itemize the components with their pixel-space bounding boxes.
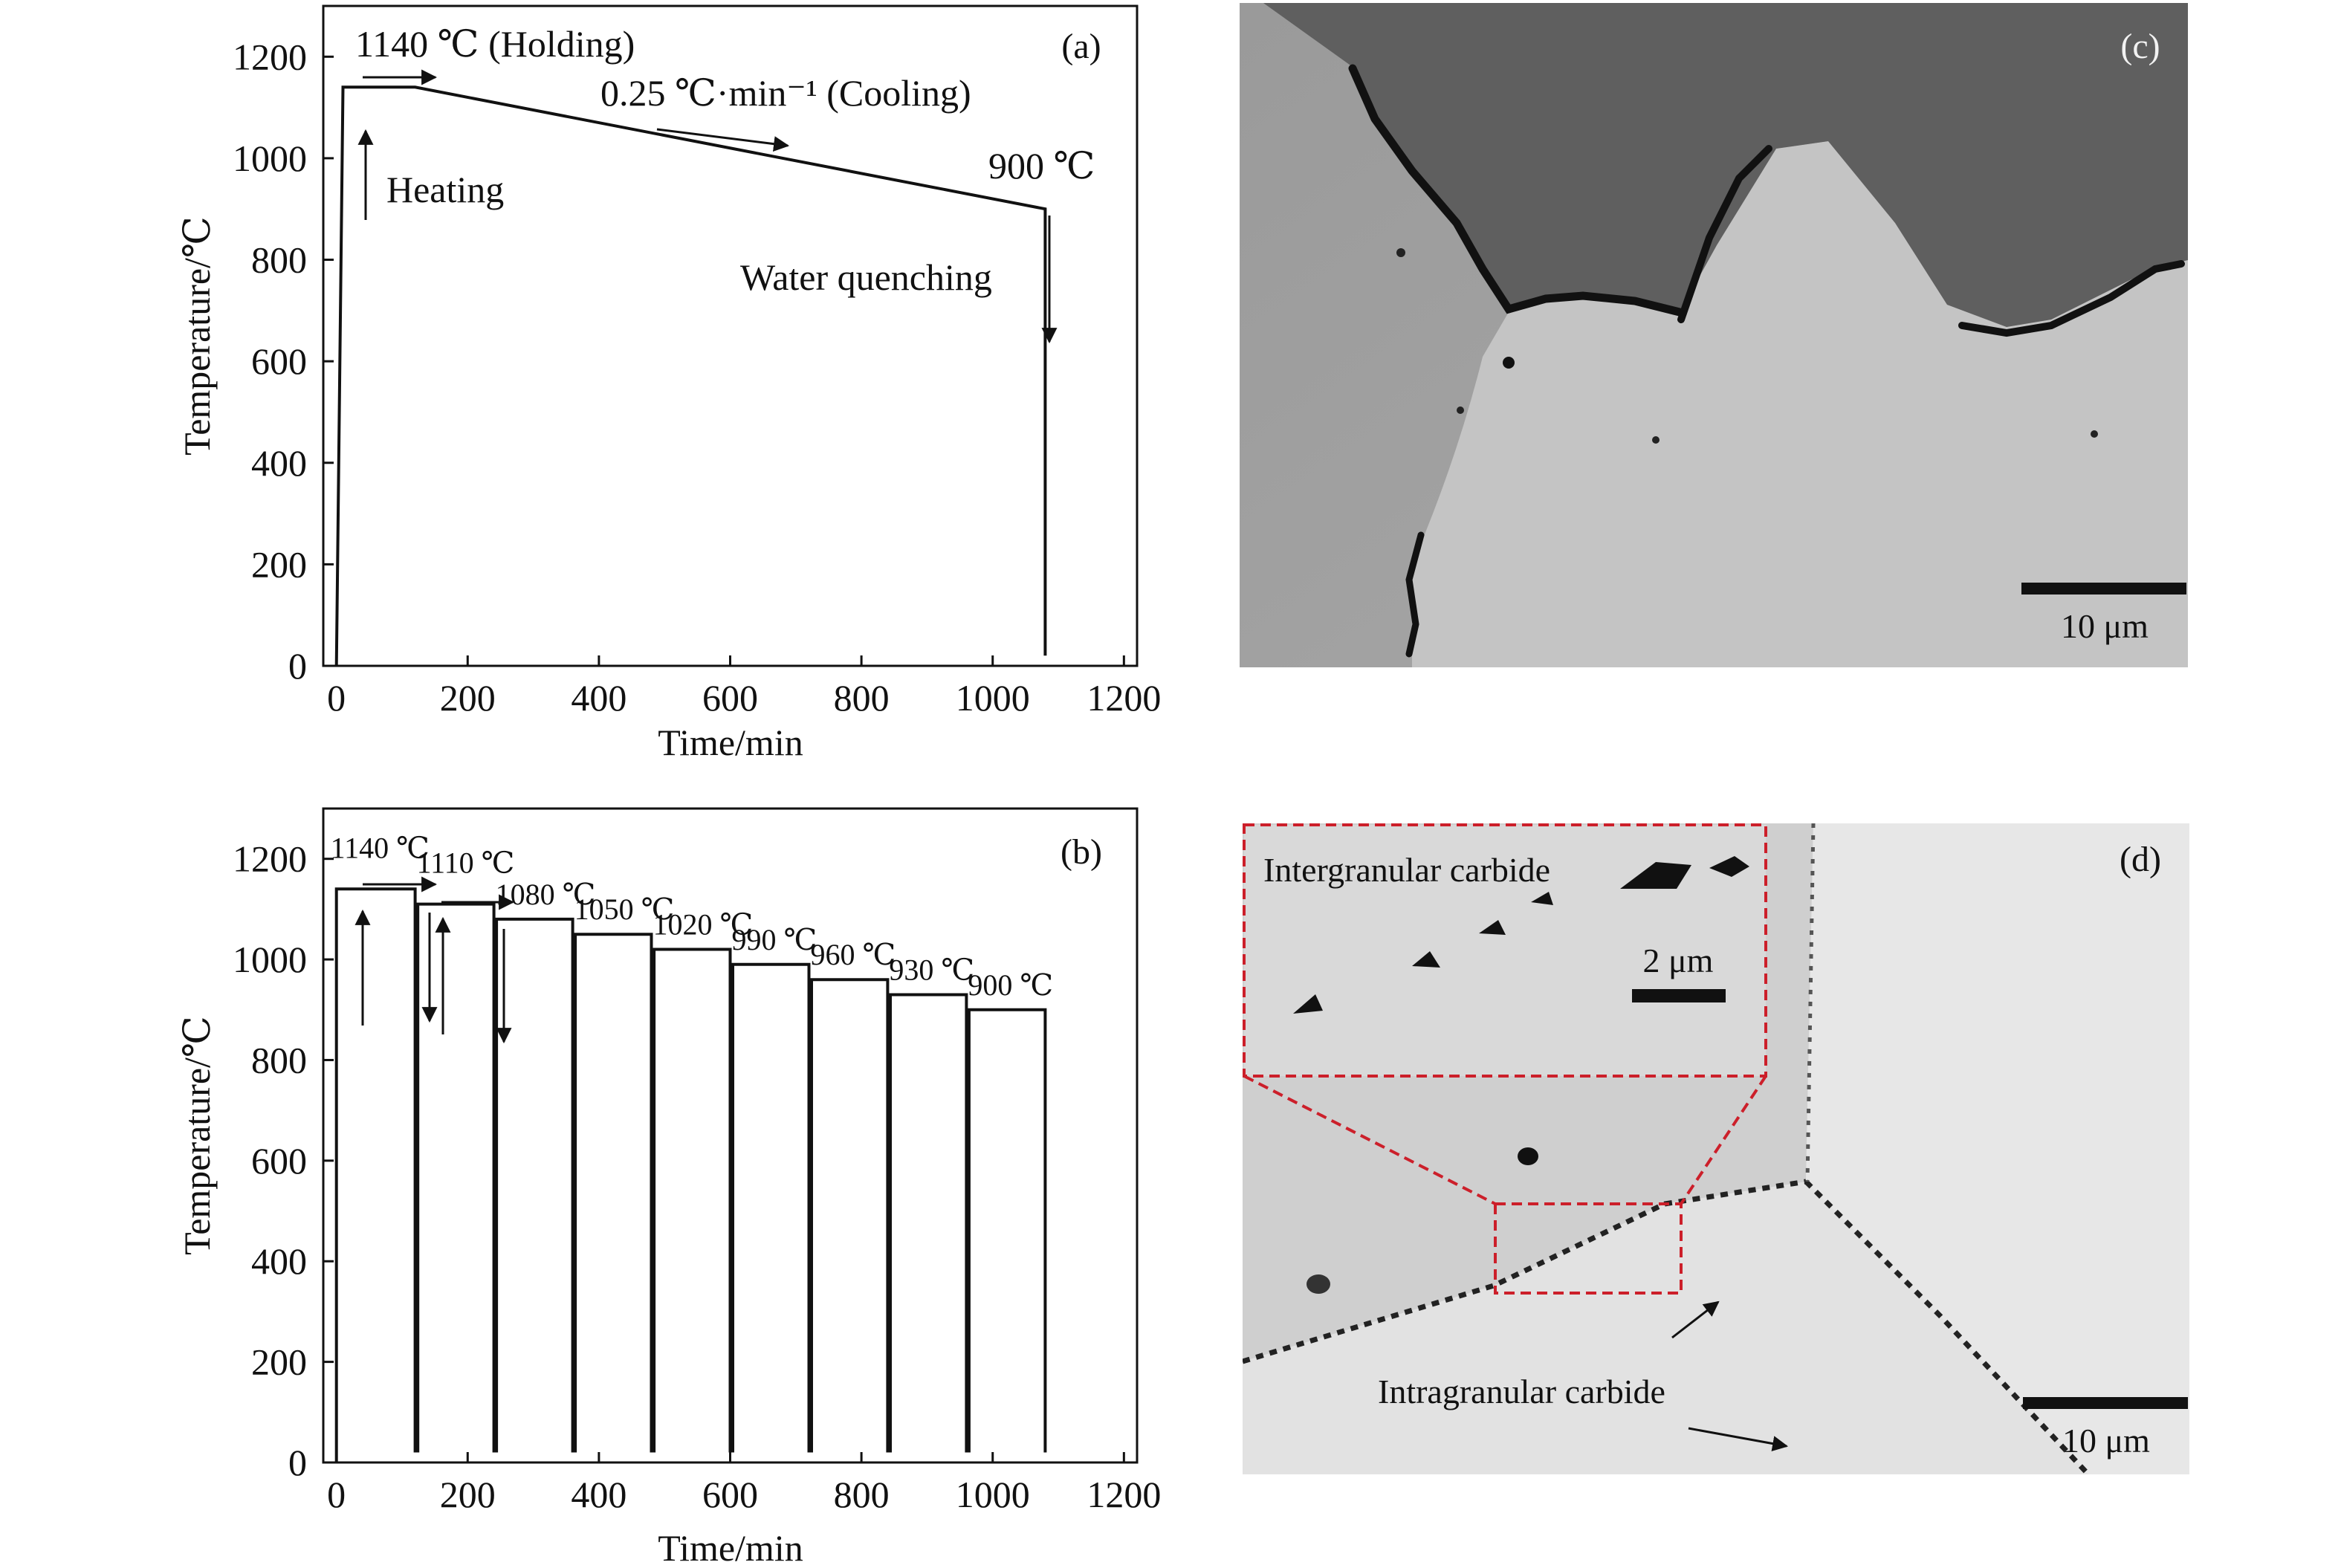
step-label: 900 ℃ bbox=[968, 968, 1053, 1002]
annotation-quench: Water quenching bbox=[740, 256, 992, 298]
x-tick-label-0: 400 bbox=[571, 677, 626, 719]
precipitate-c-5 bbox=[2091, 430, 2098, 438]
x-axis-b: 0 200 400 600 800 1000 1200 bbox=[327, 1452, 1161, 1515]
panel-label-c: (c) bbox=[2120, 27, 2160, 66]
step-label: 1020 ℃ bbox=[653, 908, 754, 942]
chart-b: 0 200 400 600 800 1000 1200 0 200 400 600 800 1000 1… bbox=[176, 807, 1161, 1568]
step-label: 1110 ℃ bbox=[417, 846, 515, 880]
inset-title: Intergranular carbide bbox=[1263, 851, 1550, 889]
boundary-d-2 bbox=[1804, 1179, 2091, 1474]
zoom-region bbox=[1494, 1202, 1683, 1295]
panel-label-b: (b) bbox=[1061, 832, 1102, 872]
y-tick-label-1: 400 bbox=[251, 1240, 307, 1282]
x-tick-label-1: 800 bbox=[834, 1474, 890, 1515]
y-axis-b: 0 200 400 600 800 1000 1200 bbox=[233, 838, 334, 1483]
annotation-cooling: 0.25 ℃·min⁻¹ (Cooling) bbox=[600, 72, 971, 114]
y-tick-label-0: 600 bbox=[251, 340, 307, 382]
grain-d-right bbox=[1806, 823, 2189, 1474]
boundary-d-3 bbox=[1805, 823, 1816, 1182]
zoom-line-left bbox=[1243, 1075, 1496, 1205]
x-tick-label-0: 600 bbox=[702, 677, 758, 719]
precipitate-c-4 bbox=[1652, 436, 1660, 444]
precipitate-d-1 bbox=[1518, 1147, 1538, 1165]
scale-bar-d bbox=[2023, 1397, 2188, 1409]
x-tick-label-1: 1200 bbox=[1087, 1474, 1161, 1515]
y-tick-label-0: 400 bbox=[251, 442, 307, 484]
cooling-arrow bbox=[656, 128, 790, 152]
step-label: 930 ℃ bbox=[889, 953, 974, 986]
x-tick-label-1: 200 bbox=[440, 1474, 496, 1515]
precipitate-c-1 bbox=[1503, 357, 1515, 369]
panel-label-a: (a) bbox=[1061, 27, 1101, 66]
intragranular-arrow-2 bbox=[1688, 1427, 1789, 1451]
inset-scale-label: 2 μm bbox=[1643, 942, 1714, 979]
boundary-d-1 bbox=[1243, 1179, 1807, 1364]
y-tick-label-1: 1200 bbox=[233, 838, 307, 880]
precipitate-d-2 bbox=[1307, 1274, 1330, 1294]
zoom-line-right bbox=[1680, 1075, 1767, 1205]
y-tick-label-1: 800 bbox=[251, 1039, 307, 1081]
y-tick-label-1: 0 bbox=[288, 1442, 307, 1483]
x-tick-label-0: 800 bbox=[834, 677, 890, 719]
x-axis-a: 0 200 400 600 800 1000 1200 bbox=[327, 655, 1161, 719]
y-tick-label-1: 1000 bbox=[233, 939, 307, 980]
step-label: 1140 ℃ bbox=[331, 831, 430, 864]
scale-label-c: 10 μm bbox=[2061, 607, 2149, 645]
micrograph-c: (c) 10 μm bbox=[1240, 3, 2188, 667]
x-axis-label-a: Time/min bbox=[658, 722, 803, 763]
y-tick-label-1: 200 bbox=[251, 1341, 307, 1383]
chart-a: 0 200 400 600 800 1000 1200 0 200 400 600 800 1000 1… bbox=[176, 4, 1161, 763]
intragranular-label: Intragranular carbide bbox=[1378, 1373, 1665, 1410]
x-tick-label-0: 1200 bbox=[1087, 677, 1161, 719]
carbide-left-c bbox=[1405, 531, 1425, 658]
y-tick-label-0: 800 bbox=[251, 239, 307, 281]
series-line-a bbox=[334, 85, 1047, 667]
x-axis-label-b: Time/min bbox=[658, 1527, 803, 1568]
micrograph-d: Intergranular carbide 2 μm (d) Intragran… bbox=[1243, 823, 2189, 1474]
precipitate-c-3 bbox=[1457, 406, 1464, 414]
annotation-heating: Heating bbox=[386, 169, 504, 210]
intragranular-arrow-1 bbox=[1671, 1300, 1720, 1339]
y-axis-a: 0 200 400 600 800 1000 1200 bbox=[233, 36, 334, 687]
y-tick-label-1: 600 bbox=[251, 1140, 307, 1182]
x-tick-label-1: 400 bbox=[571, 1474, 626, 1515]
scale-bar-c bbox=[2021, 583, 2186, 595]
precipitate-c-2 bbox=[1396, 248, 1405, 257]
y-tick-label-0: 1000 bbox=[233, 137, 307, 179]
x-tick-label-0: 200 bbox=[440, 677, 496, 719]
y-axis-label-b: Temperature/℃ bbox=[176, 1016, 218, 1255]
panel-label-d: (d) bbox=[2120, 840, 2161, 879]
x-tick-label-1: 1000 bbox=[956, 1474, 1030, 1515]
y-tick-label-0: 200 bbox=[251, 543, 307, 585]
carbide-right-c bbox=[1958, 260, 2185, 337]
x-tick-label-0: 1000 bbox=[956, 677, 1030, 719]
x-tick-label-1: 600 bbox=[702, 1474, 758, 1515]
annotation-holding: 1140 ℃ (Holding) bbox=[355, 23, 635, 65]
step-label: 990 ℃ bbox=[732, 923, 817, 956]
x-tick-label-0: 0 bbox=[327, 677, 346, 719]
grain-light bbox=[1412, 141, 2188, 667]
annotation-final-temp: 900 ℃ bbox=[988, 145, 1095, 187]
carbide-spike-c bbox=[1677, 145, 1772, 323]
grain-dark bbox=[1263, 3, 2188, 327]
carbide-boundary-c bbox=[1348, 64, 1684, 317]
y-tick-label-0: 1200 bbox=[233, 36, 307, 77]
inset-frame bbox=[1243, 823, 1767, 1078]
series-line-b bbox=[334, 887, 1047, 1462]
y-tick-label-0: 0 bbox=[288, 645, 307, 687]
x-tick-label-1: 0 bbox=[327, 1474, 346, 1515]
scale-label-d: 10 μm bbox=[2062, 1422, 2150, 1460]
step-label: 960 ℃ bbox=[810, 938, 896, 971]
step-label: 1050 ℃ bbox=[574, 892, 675, 926]
y-axis-label-a: Temperature/℃ bbox=[176, 216, 218, 456]
